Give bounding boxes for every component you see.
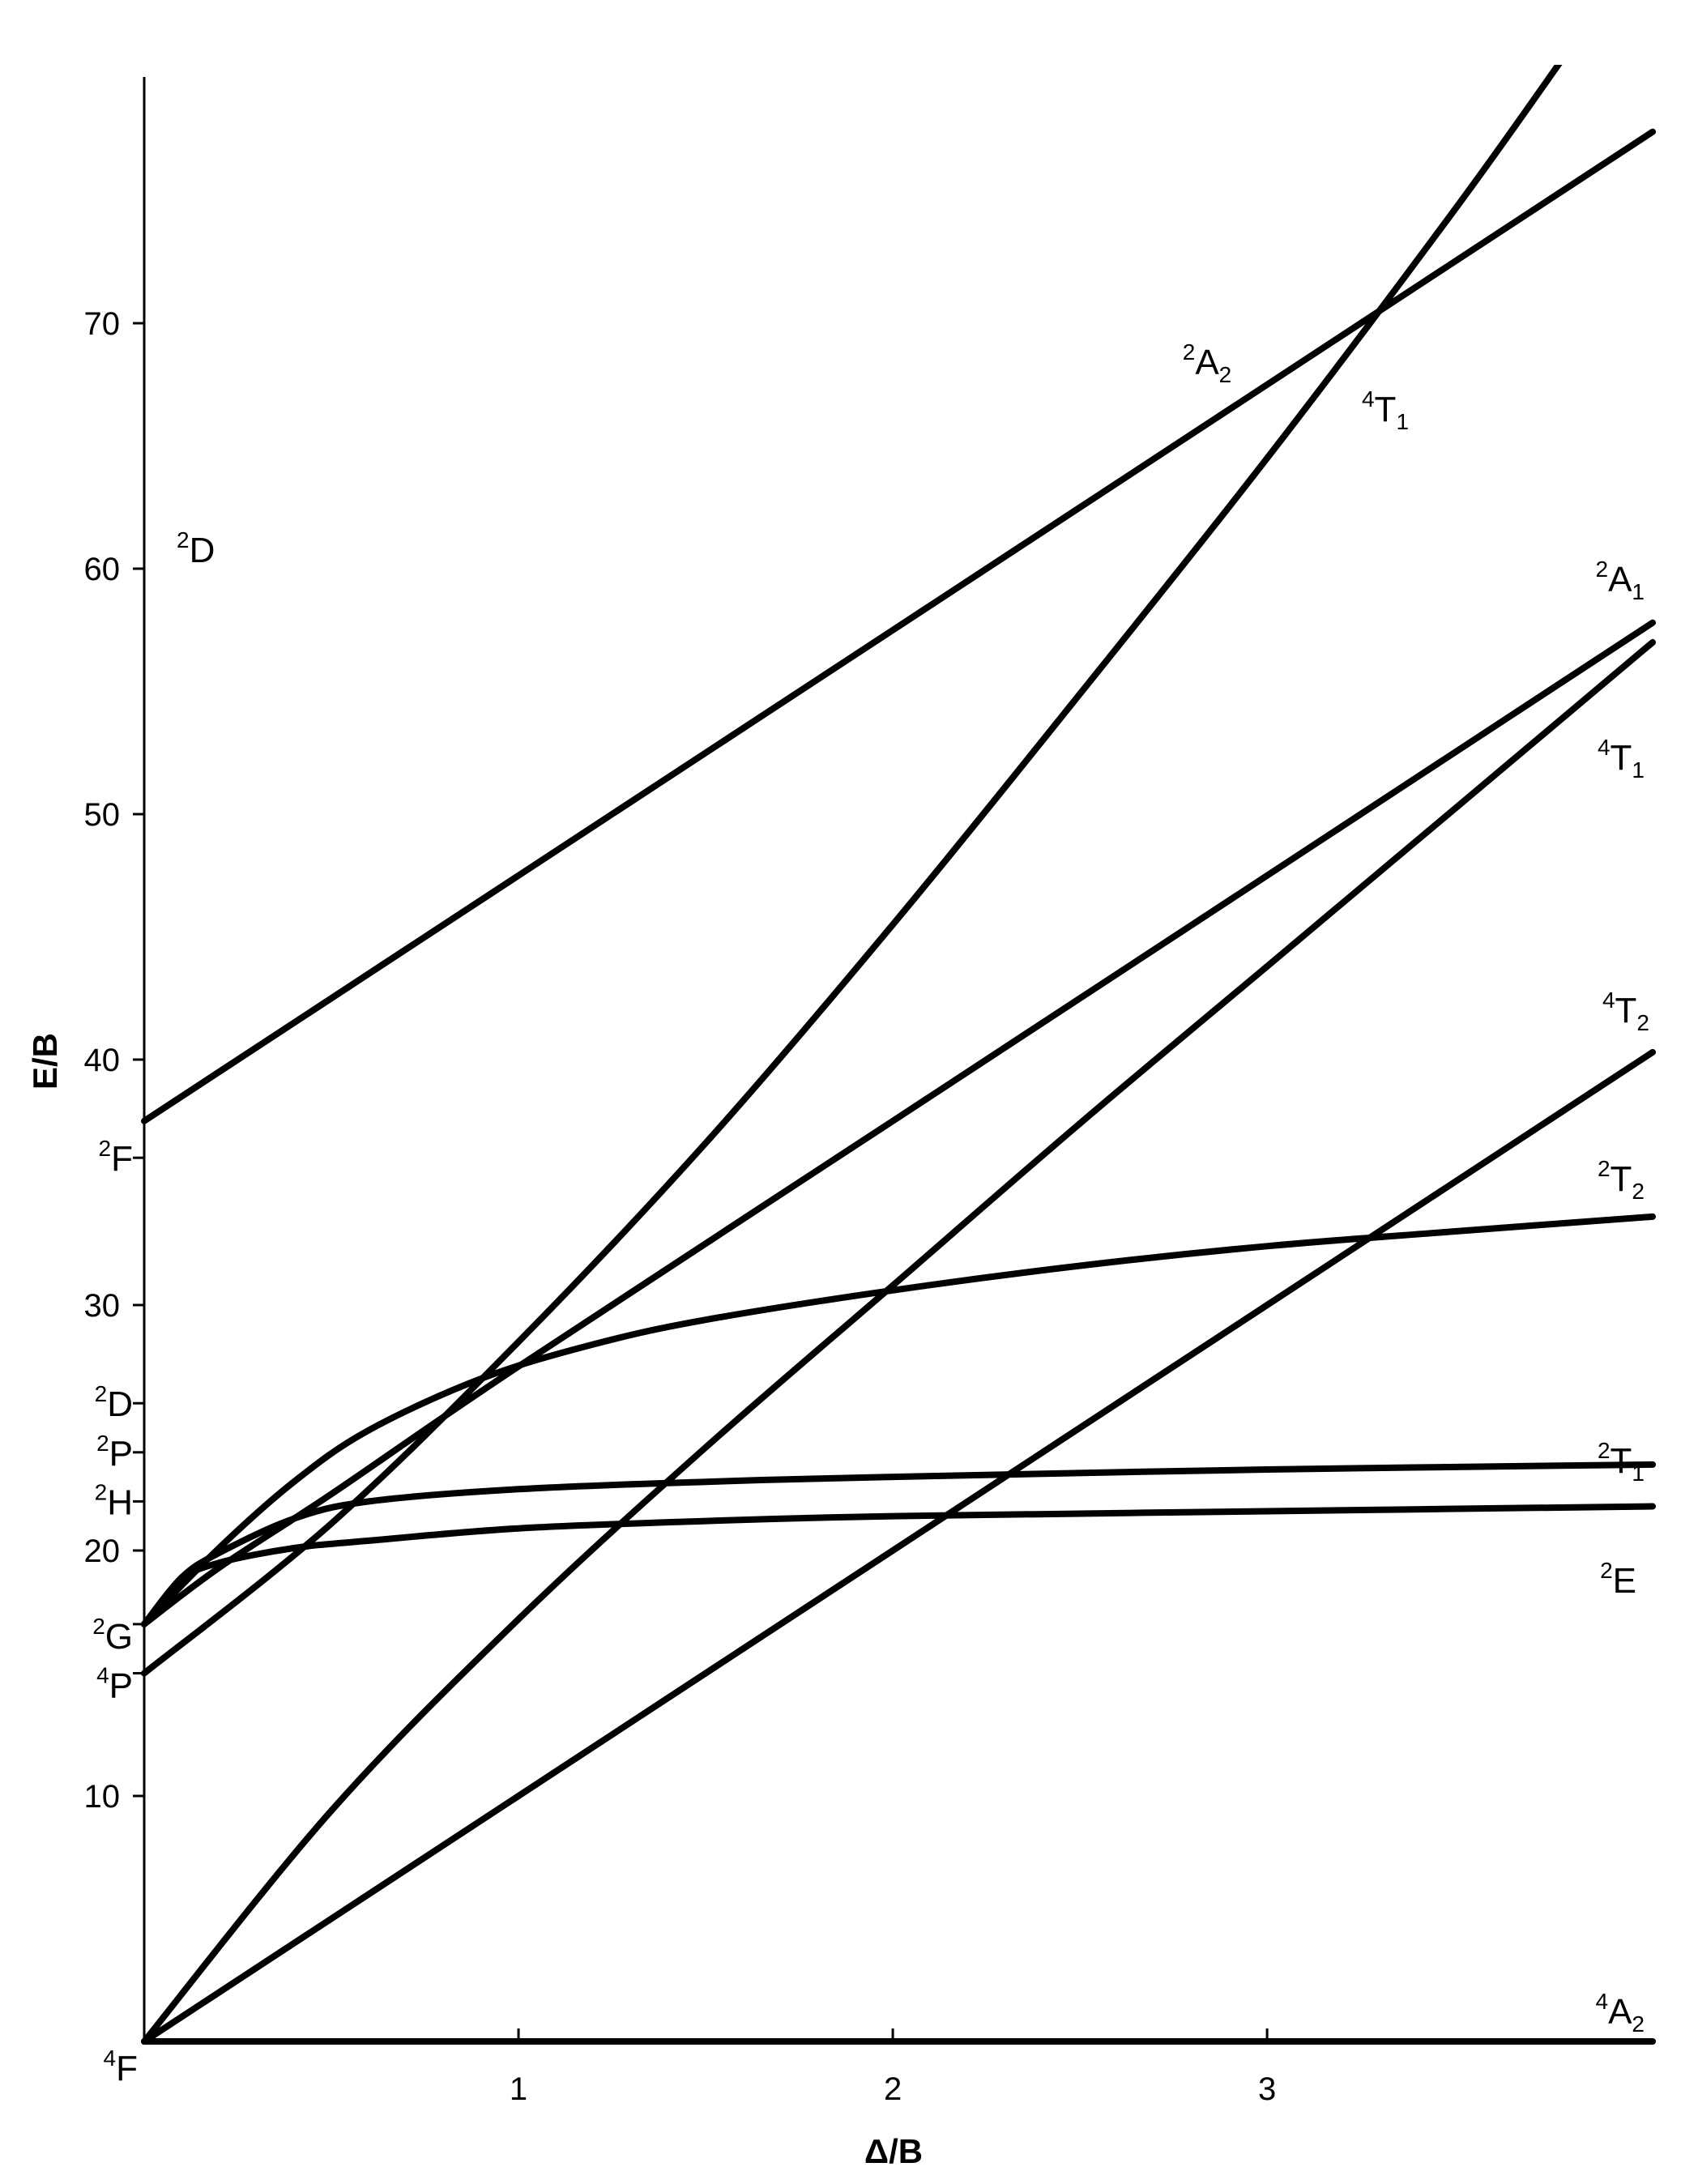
series-label-2t1-5: 2T1 [1598,1438,1645,1486]
y-axis-ticks: 10 20 30 40 50 60 70 [84,306,144,1815]
free-ion-term-2d-7-multiplicity: 2 [177,527,190,552]
series-label-4t1-2: 4T1 [1598,735,1645,783]
x-tick-label-1: 1 [510,2071,527,2107]
free-ion-term-2g-2: 2G [92,1614,133,1657]
free-ion-term-2f-6-multiplicity: 2 [99,1136,112,1161]
x-tick-label-2: 2 [884,2071,902,2107]
series-label-2a2-8-symbol: A [1195,343,1219,382]
free-ion-term-2p-4: 2P [96,1431,133,1474]
free-ion-term-2h-3: 2H [95,1479,133,1522]
series-label-2t2-6-subscript: 2 [1632,1179,1645,1204]
series-curve-2e-4 [141,1503,1656,1627]
series-label-4t1-3: 4T1 [1362,386,1409,434]
free-ion-term-4p-1-multiplicity: 4 [96,1663,109,1688]
y-tick-label-50: 50 [84,797,121,833]
series-label-2t1-5-multiplicity: 2 [1598,1438,1611,1463]
series-label-2a2-8-multiplicity: 2 [1183,339,1196,365]
series-curve-4t1-2 [141,638,1656,2045]
series-label-2t1-5-symbol: T [1611,1441,1632,1481]
free-ion-term-2h-3-symbol: H [107,1482,133,1522]
free-ion-term-2d-7: 2D [177,527,215,570]
free-ion-term-2g-2-symbol: G [105,1617,133,1657]
x-tick-label-3: 3 [1258,2071,1276,2107]
free-ion-term-4p-1-symbol: P [109,1666,133,1706]
y-tick-label-10: 10 [84,1779,121,1815]
energy-curves [141,65,1656,2045]
free-ion-term-2f-6: 2F [99,1136,133,1179]
series-label-2t2-6-multiplicity: 2 [1598,1156,1611,1181]
series-label-4t1-3-subscript: 1 [1396,409,1409,434]
series-label-2e-4-symbol: E [1613,1561,1636,1601]
series-label-4t2-1-multiplicity: 4 [1602,987,1615,1013]
y-tick-label-40: 40 [84,1043,121,1078]
free-ion-term-2p-4-multiplicity: 2 [96,1431,109,1456]
free-ion-term-2p-4-symbol: P [109,1434,133,1474]
free-ion-term-2d-5-multiplicity: 2 [95,1381,108,1406]
free-ion-term-2d-5: 2D [95,1381,133,1424]
series-label-4t1-3-multiplicity: 4 [1362,386,1375,412]
series-label-2a1-7-subscript: 1 [1632,579,1645,604]
series-label-2a1-7-multiplicity: 2 [1595,557,1608,582]
series-label-2a1-7: 2A1 [1595,557,1645,604]
series-label-4t2-1: 4T2 [1602,987,1649,1035]
y-tick-label-70: 70 [84,306,121,342]
series-label-4a2-0: 4A2 [1595,1989,1645,2037]
free-ion-term-2d-5-symbol: D [107,1384,133,1424]
series-label-2a2-8-subscript: 2 [1219,362,1232,387]
series-label-4t1-2-symbol: T [1611,738,1632,778]
series-label-4t1-2-subscript: 1 [1632,757,1645,783]
series-curve-4t1-3 [141,65,1563,1677]
series-label-2a1-7-symbol: A [1608,560,1632,599]
y-tick-label-20: 20 [84,1533,121,1569]
free-ion-term-2h-3-multiplicity: 2 [95,1479,108,1504]
y-axis-title: E/B [26,1033,64,1090]
series-label-4t1-3-symbol: T [1375,390,1397,429]
series-label-2t1-5-subscript: 1 [1632,1461,1645,1486]
free-ion-term-2d-7-symbol: D [190,531,215,570]
free-ion-term-4f-0: 4F [104,2045,138,2088]
series-label-2e-4-multiplicity: 2 [1600,1558,1613,1583]
series-label-2t2-6-symbol: T [1611,1159,1632,1199]
x-axis-title: Δ/B [864,2132,923,2170]
series-label-4t2-1-symbol: T [1615,991,1637,1030]
free-ion-term-4f-0-multiplicity: 4 [104,2045,117,2071]
series-label-4t1-2-multiplicity: 4 [1598,735,1611,760]
series-label-4a2-0-subscript: 2 [1632,2011,1645,2037]
free-ion-term-2f-6-symbol: F [111,1139,133,1179]
free-ion-term-4f-0-symbol: F [116,2049,138,2088]
series-label-4a2-0-multiplicity: 4 [1595,1989,1608,2014]
series-label-2a2-8: 2A2 [1183,339,1232,387]
y-tick-label-60: 60 [84,552,121,587]
free-ion-term-4p-1: 4P [96,1663,133,1706]
free-ion-term-2g-2-multiplicity: 2 [92,1614,105,1639]
y-tick-label-30: 30 [84,1288,121,1324]
series-label-2t2-6: 2T2 [1598,1156,1645,1204]
series-label-4t2-1-subscript: 2 [1636,1010,1649,1035]
series-curve-2t2-6 [141,1213,1656,1627]
series-curve-2t1-5 [141,1461,1656,1627]
series-curve-2a2-8 [141,128,1656,1124]
series-curve-4t2-1 [141,1048,1656,2045]
series-label-4a2-0-symbol: A [1608,1992,1632,2032]
x-axis-ticks: 1 2 3 [510,2028,1276,2107]
series-curve-2a1-7 [141,619,1656,1627]
series-label-2e-4: 2E [1600,1558,1636,1601]
